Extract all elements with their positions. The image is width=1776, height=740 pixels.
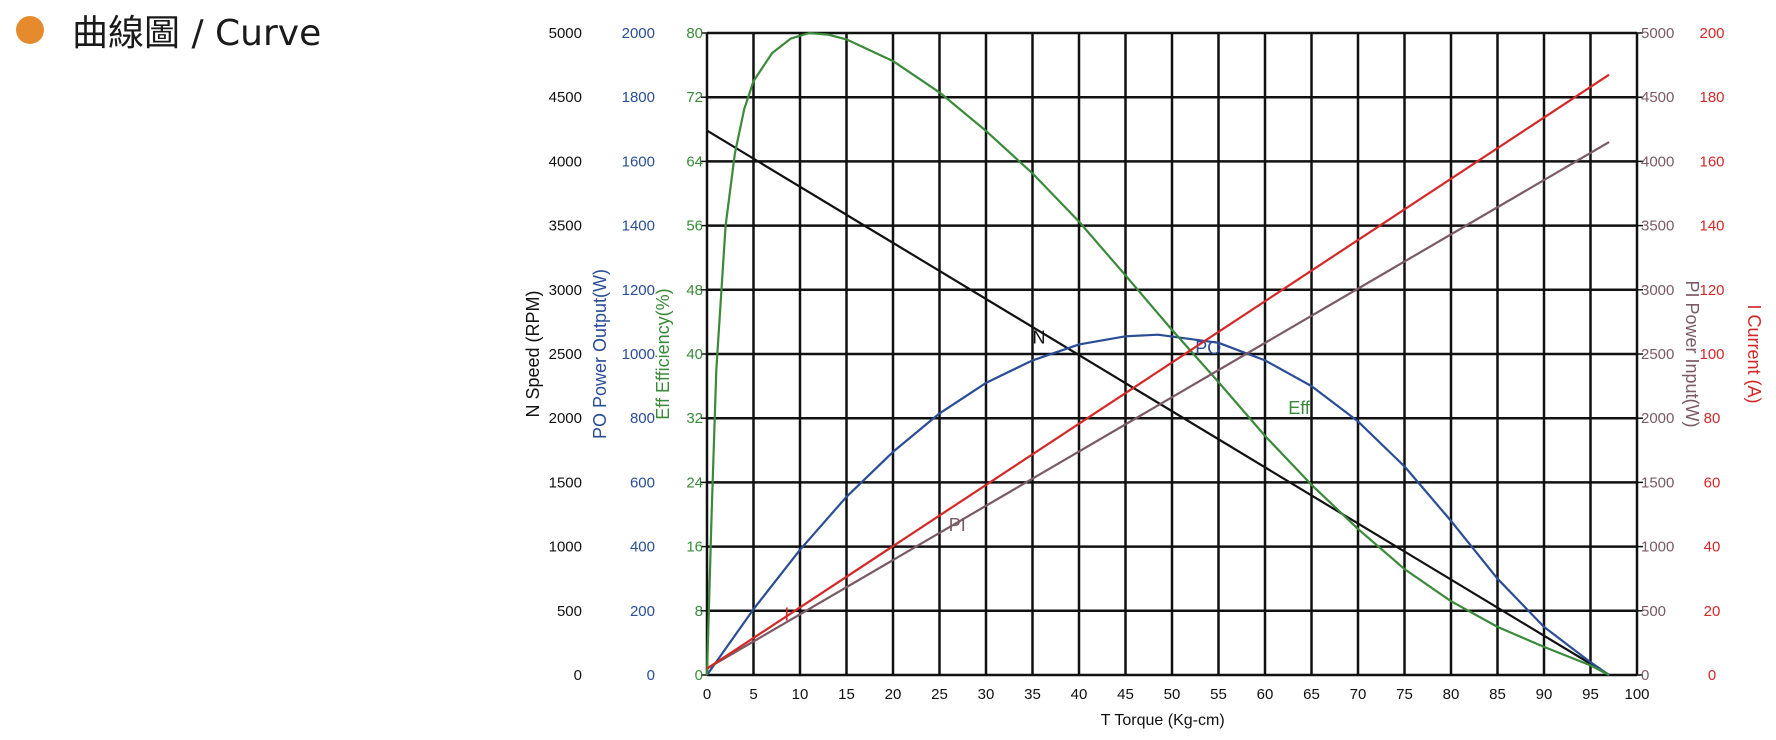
- tick-label-n: 2500: [549, 346, 582, 363]
- tick-label-po: 600: [630, 474, 655, 491]
- x-tick-label: 55: [1210, 686, 1227, 703]
- tick-label-eff: 48: [686, 282, 703, 299]
- x-tick-label: 25: [931, 686, 948, 703]
- tick-label-eff: 40: [686, 346, 703, 363]
- tick-label-i: 160: [1699, 153, 1724, 170]
- tick-label-eff: 80: [686, 25, 703, 42]
- axis-title-n: N Speed (RPM): [523, 290, 543, 417]
- series-label-pi: PI: [949, 515, 966, 535]
- x-tick-label: 65: [1303, 686, 1320, 703]
- tick-label-pi: 1000: [1641, 539, 1674, 556]
- tick-label-n: 500: [557, 603, 582, 620]
- tick-label-eff: 64: [686, 153, 703, 170]
- x-tick-label: 15: [838, 686, 855, 703]
- series-label-i: I: [784, 604, 789, 624]
- tick-label-i: 200: [1699, 25, 1724, 42]
- series-line-po: [706, 333, 1610, 676]
- x-tick-label: 80: [1443, 686, 1460, 703]
- x-axis-title: T Torque (Kg-cm): [1101, 712, 1225, 729]
- tick-label-pi: 4500: [1641, 89, 1674, 106]
- x-tick-label: 95: [1582, 686, 1599, 703]
- tick-label-po: 1400: [622, 218, 655, 235]
- tick-label-i: 40: [1704, 539, 1721, 556]
- tick-label-eff: 8: [695, 603, 703, 620]
- tick-label-n: 3500: [549, 218, 582, 235]
- tick-label-po: 0: [647, 667, 655, 684]
- tick-label-pi: 5000: [1641, 25, 1674, 42]
- x-tick-label: 75: [1396, 686, 1413, 703]
- tick-label-i: 180: [1699, 89, 1724, 106]
- tick-label-i: 120: [1699, 282, 1724, 299]
- x-tick-label: 5: [749, 686, 757, 703]
- tick-label-eff: 16: [686, 539, 703, 556]
- x-tick-label: 70: [1350, 686, 1367, 703]
- tick-label-po: 1000: [622, 346, 655, 363]
- x-tick-label: 100: [1624, 686, 1649, 703]
- x-tick-label: 35: [1024, 686, 1041, 703]
- tick-label-i: 80: [1704, 410, 1721, 427]
- tick-label-eff: 32: [686, 410, 703, 427]
- x-tick-label: 0: [703, 686, 711, 703]
- tick-label-n: 1500: [549, 474, 582, 491]
- tick-label-po: 800: [630, 410, 655, 427]
- section-header: 曲線圖 / Curve: [16, 6, 321, 54]
- tick-label-i: 60: [1704, 474, 1721, 491]
- tick-label-po: 2000: [622, 25, 655, 42]
- tick-label-pi: 0: [1641, 667, 1649, 684]
- x-tick-label: 20: [885, 686, 902, 703]
- tick-label-pi: 2000: [1641, 410, 1674, 427]
- tick-label-pi: 3000: [1641, 282, 1674, 299]
- tick-label-po: 1600: [622, 153, 655, 170]
- axis-title-po: PO Power Output(W): [590, 269, 610, 439]
- tick-label-i: 20: [1704, 603, 1721, 620]
- axis-title-pi: PI Power Input(W): [1682, 280, 1702, 427]
- tick-label-eff: 72: [686, 89, 703, 106]
- tick-label-po: 1200: [622, 282, 655, 299]
- tick-label-n: 4000: [549, 153, 582, 170]
- x-tick-label: 60: [1257, 686, 1274, 703]
- series-line-eff: [705, 31, 1610, 676]
- tick-label-po: 1800: [622, 89, 655, 106]
- tick-label-i: 100: [1699, 346, 1724, 363]
- series-label-n: N: [1033, 328, 1046, 348]
- tick-label-n: 4500: [549, 89, 582, 106]
- series-line-pi: [706, 141, 1610, 670]
- tick-label-eff: 0: [695, 667, 703, 684]
- x-tick-label: 10: [792, 686, 809, 703]
- bullet-dot-icon: [16, 16, 44, 44]
- series-line-n: [706, 129, 1610, 676]
- axis-title-i: I Current (A): [1744, 304, 1764, 403]
- section-title: 曲線圖 / Curve: [72, 13, 322, 54]
- series-label-eff: Eff: [1288, 398, 1311, 418]
- tick-label-pi: 3500: [1641, 218, 1674, 235]
- x-tick-label: 90: [1536, 686, 1553, 703]
- series-label-po: PO: [1195, 338, 1221, 358]
- x-tick-label: 45: [1117, 686, 1134, 703]
- x-tick-label: 30: [978, 686, 995, 703]
- tick-label-i: 140: [1699, 218, 1724, 235]
- tick-label-po: 400: [630, 539, 655, 556]
- tick-label-eff: 24: [686, 474, 703, 491]
- axis-title-eff: Eff Efficiency(%): [653, 288, 673, 419]
- tick-label-n: 5000: [549, 25, 582, 42]
- tick-label-n: 3000: [549, 282, 582, 299]
- series-line-i: [706, 73, 1610, 670]
- x-tick-label: 40: [1071, 686, 1088, 703]
- tick-label-pi: 4000: [1641, 153, 1674, 170]
- tick-label-po: 200: [630, 603, 655, 620]
- tick-label-n: 2000: [549, 410, 582, 427]
- tick-label-pi: 2500: [1641, 346, 1674, 363]
- tick-label-n: 1000: [549, 539, 582, 556]
- x-tick-label: 50: [1164, 686, 1181, 703]
- tick-label-pi: 1500: [1641, 474, 1674, 491]
- x-tick-label: 85: [1489, 686, 1506, 703]
- tick-label-n: 0: [574, 667, 582, 684]
- tick-label-i: 0: [1708, 667, 1716, 684]
- tick-label-eff: 56: [686, 218, 703, 235]
- tick-label-pi: 500: [1641, 603, 1666, 620]
